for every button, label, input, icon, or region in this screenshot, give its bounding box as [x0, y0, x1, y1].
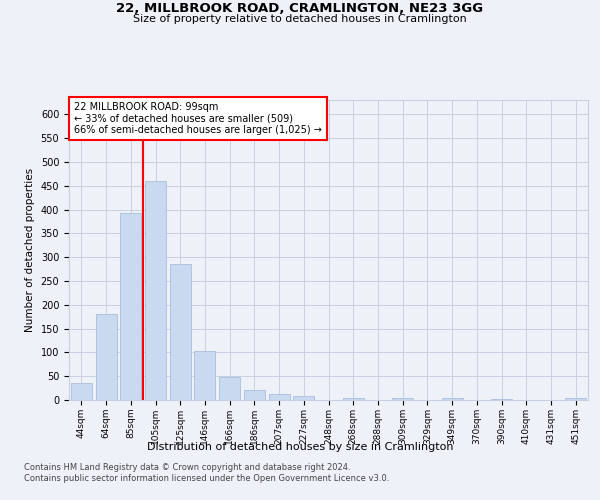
- Bar: [120, 214, 141, 400]
- Bar: [293, 396, 314, 400]
- Bar: [219, 377, 240, 400]
- Bar: [442, 398, 463, 400]
- Bar: [491, 398, 512, 400]
- Bar: [194, 352, 215, 400]
- Text: Size of property relative to detached houses in Cramlington: Size of property relative to detached ho…: [133, 14, 467, 24]
- Bar: [95, 314, 116, 400]
- Bar: [244, 390, 265, 400]
- Text: 22 MILLBROOK ROAD: 99sqm
← 33% of detached houses are smaller (509)
66% of semi-: 22 MILLBROOK ROAD: 99sqm ← 33% of detach…: [74, 102, 322, 134]
- Bar: [145, 181, 166, 400]
- Y-axis label: Number of detached properties: Number of detached properties: [25, 168, 35, 332]
- Text: Contains public sector information licensed under the Open Government Licence v3: Contains public sector information licen…: [24, 474, 389, 483]
- Text: Contains HM Land Registry data © Crown copyright and database right 2024.: Contains HM Land Registry data © Crown c…: [24, 462, 350, 471]
- Bar: [71, 384, 92, 400]
- Bar: [343, 398, 364, 400]
- Text: 22, MILLBROOK ROAD, CRAMLINGTON, NE23 3GG: 22, MILLBROOK ROAD, CRAMLINGTON, NE23 3G…: [116, 2, 484, 16]
- Bar: [565, 398, 586, 400]
- Text: Distribution of detached houses by size in Cramlington: Distribution of detached houses by size …: [147, 442, 453, 452]
- Bar: [392, 398, 413, 400]
- Bar: [170, 264, 191, 400]
- Bar: [269, 394, 290, 400]
